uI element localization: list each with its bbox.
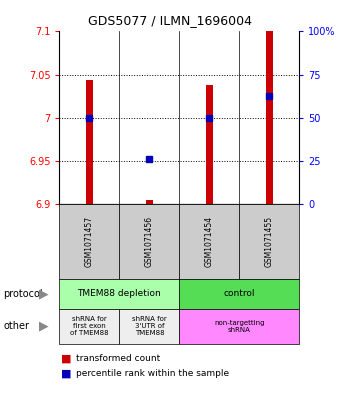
Text: shRNA for
first exon
of TMEM88: shRNA for first exon of TMEM88 — [70, 316, 109, 336]
Text: transformed count: transformed count — [76, 354, 161, 363]
Text: ■: ■ — [61, 354, 72, 364]
Text: GSM1071457: GSM1071457 — [85, 216, 94, 267]
Text: GSM1071454: GSM1071454 — [205, 216, 214, 267]
Text: shRNA for
3'UTR of
TMEM88: shRNA for 3'UTR of TMEM88 — [132, 316, 167, 336]
Text: control: control — [223, 289, 255, 298]
Bar — [266, 31, 273, 204]
Text: percentile rank within the sample: percentile rank within the sample — [76, 369, 230, 378]
Bar — [146, 200, 153, 204]
Text: GSM1071455: GSM1071455 — [265, 216, 274, 267]
Text: ■: ■ — [61, 368, 72, 378]
Text: non-targetting
shRNA: non-targetting shRNA — [214, 320, 265, 333]
Bar — [86, 80, 93, 204]
Text: GDS5077 / ILMN_1696004: GDS5077 / ILMN_1696004 — [88, 14, 252, 27]
Text: ▶: ▶ — [39, 287, 49, 300]
Bar — [206, 85, 213, 204]
Text: other: other — [3, 321, 29, 331]
Text: TMEM88 depletion: TMEM88 depletion — [78, 289, 161, 298]
Text: protocol: protocol — [3, 289, 43, 299]
Text: ▶: ▶ — [39, 320, 49, 333]
Text: GSM1071456: GSM1071456 — [145, 216, 154, 267]
